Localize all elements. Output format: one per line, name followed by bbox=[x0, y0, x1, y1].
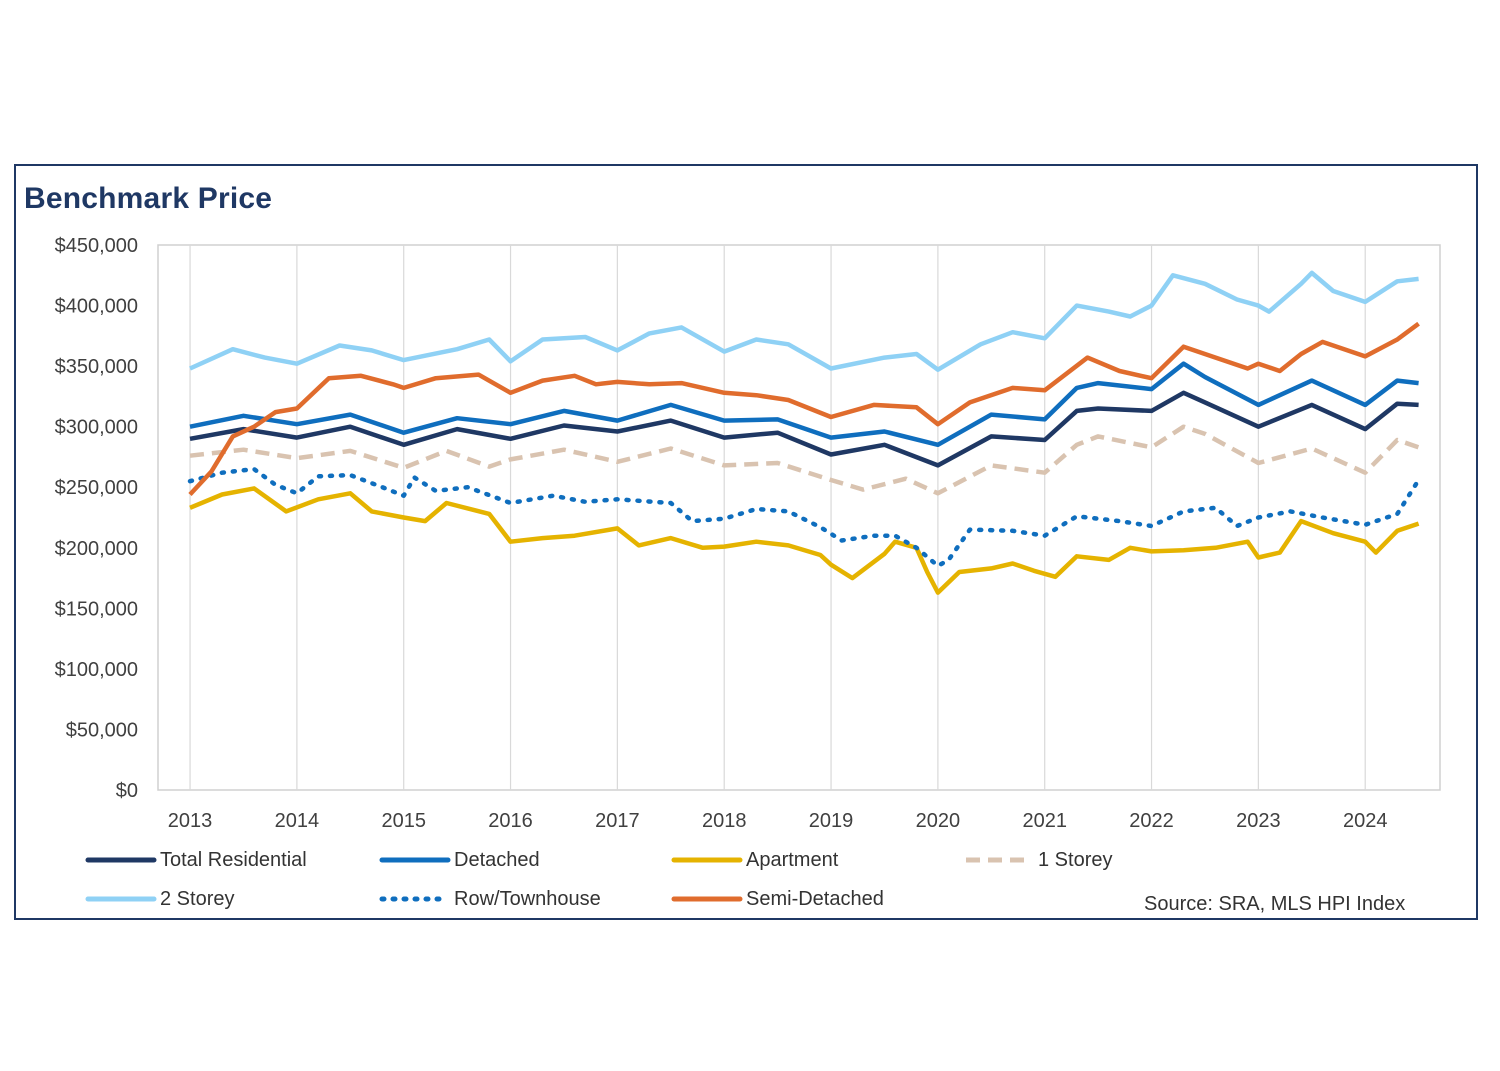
x-tick-label: 2022 bbox=[1129, 810, 1174, 832]
legend-item-semi-detached: Semi-Detached bbox=[670, 887, 884, 911]
y-tick-label: $150,000 bbox=[55, 598, 138, 620]
x-tick-label: 2021 bbox=[1022, 810, 1067, 832]
legend-item-1-storey: 1 Storey bbox=[962, 848, 1112, 872]
y-tick-label: $400,000 bbox=[55, 296, 138, 318]
grid-layer bbox=[189, 245, 1366, 790]
plot-border bbox=[157, 244, 1441, 791]
x-tick-label: 2018 bbox=[702, 810, 747, 832]
series-layer bbox=[187, 270, 1421, 595]
legend-label: Semi-Detached bbox=[746, 887, 884, 910]
y-tick-label: $200,000 bbox=[55, 538, 138, 560]
series-line-detached bbox=[189, 361, 1419, 448]
legend-item-2-storey: 2 Storey bbox=[84, 887, 234, 911]
x-tick-label: 2023 bbox=[1236, 810, 1281, 832]
plot-area bbox=[157, 244, 1441, 791]
series-line-2-storey bbox=[189, 270, 1419, 372]
legend-item-detached: Detached bbox=[378, 848, 540, 872]
legend-label: 1 Storey bbox=[1038, 848, 1113, 871]
x-tick-label: 2014 bbox=[275, 810, 320, 832]
axis-layer: $0 $50,000 $100,000 $150,000 $200,000 $250,00… bbox=[55, 235, 1388, 832]
series-line-semi-detached bbox=[188, 321, 1420, 497]
legend-swatch-apartment bbox=[671, 857, 743, 863]
y-tick-label: $50,000 bbox=[66, 719, 138, 741]
legend-label: Row/Townhouse bbox=[454, 887, 601, 910]
legend-item-row-townhouse: Row/Townhouse bbox=[378, 887, 601, 911]
legend-label: Total Residential bbox=[160, 848, 307, 871]
legend-swatch-semi-detached bbox=[671, 896, 743, 902]
y-tick-label: $300,000 bbox=[55, 417, 138, 439]
x-tick-label: 2020 bbox=[916, 810, 961, 832]
y-tick-label: $100,000 bbox=[55, 659, 138, 681]
series-line-1-storey bbox=[189, 424, 1420, 496]
legend-item-total-residential: Total Residential bbox=[84, 848, 307, 872]
x-tick-label: 2024 bbox=[1343, 810, 1388, 832]
x-tick-label: 2017 bbox=[595, 810, 640, 832]
y-tick-label: $250,000 bbox=[55, 477, 138, 499]
legend-label: Apartment bbox=[746, 848, 839, 871]
series-line-total-residential bbox=[189, 390, 1419, 468]
x-tick-label: 2016 bbox=[488, 810, 533, 832]
legend-label: 2 Storey bbox=[160, 887, 235, 910]
legend-swatch-2-storey bbox=[85, 896, 157, 902]
y-tick-label: $350,000 bbox=[55, 356, 138, 378]
x-tick-label: 2013 bbox=[168, 810, 213, 832]
source-note: Source: SRA, MLS HPI Index bbox=[1144, 893, 1406, 915]
series-line-apartment bbox=[189, 486, 1420, 595]
chart-title: Benchmark Price bbox=[24, 182, 273, 215]
x-tick-label: 2015 bbox=[381, 810, 426, 832]
legend-item-apartment: Apartment bbox=[670, 848, 838, 872]
legend-label: Detached bbox=[454, 848, 540, 871]
legend-swatch-detached bbox=[379, 857, 451, 863]
series-line-row-townhouse bbox=[187, 466, 1421, 569]
legend-swatch-1-storey bbox=[966, 857, 1032, 863]
y-tick-label: $450,000 bbox=[55, 235, 138, 257]
x-tick-label: 2019 bbox=[809, 810, 854, 832]
legend-swatch-row-townhouse bbox=[379, 896, 451, 902]
y-tick-label: $0 bbox=[116, 780, 138, 802]
legend-swatch-total-residential bbox=[85, 857, 157, 863]
